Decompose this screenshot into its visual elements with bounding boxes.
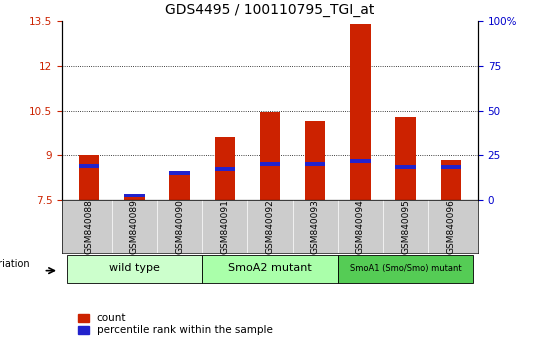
Legend: count, percentile rank within the sample: count, percentile rank within the sample — [78, 313, 273, 335]
Text: GSM840088: GSM840088 — [85, 199, 94, 254]
Bar — [441, 165, 461, 169]
Bar — [124, 195, 145, 200]
Text: GSM840089: GSM840089 — [130, 199, 139, 254]
Bar — [124, 194, 145, 198]
Bar — [395, 116, 416, 200]
Text: GSM840094: GSM840094 — [356, 199, 365, 254]
Bar — [441, 160, 461, 200]
Text: GSM840093: GSM840093 — [310, 199, 320, 254]
Bar — [170, 172, 190, 200]
Bar — [214, 137, 235, 200]
Text: GSM840095: GSM840095 — [401, 199, 410, 254]
Bar — [305, 162, 326, 166]
Text: GSM840091: GSM840091 — [220, 199, 230, 254]
FancyBboxPatch shape — [338, 255, 474, 283]
Bar — [214, 167, 235, 171]
Bar — [79, 164, 99, 168]
Text: GSM840092: GSM840092 — [266, 199, 274, 254]
Bar — [350, 24, 370, 200]
Bar — [395, 165, 416, 169]
Text: GSM840090: GSM840090 — [175, 199, 184, 254]
Title: GDS4495 / 100110795_TGI_at: GDS4495 / 100110795_TGI_at — [165, 4, 375, 17]
Text: SmoA2 mutant: SmoA2 mutant — [228, 263, 312, 273]
Bar — [260, 112, 280, 200]
Text: wild type: wild type — [109, 263, 160, 273]
Bar — [305, 121, 326, 200]
Text: SmoA1 (Smo/Smo) mutant: SmoA1 (Smo/Smo) mutant — [350, 264, 461, 273]
FancyBboxPatch shape — [202, 255, 338, 283]
FancyBboxPatch shape — [66, 255, 202, 283]
Text: genotype/variation: genotype/variation — [0, 259, 30, 269]
Bar — [260, 162, 280, 166]
Bar — [170, 171, 190, 175]
Bar — [79, 155, 99, 200]
Bar — [350, 159, 370, 163]
Text: GSM840096: GSM840096 — [446, 199, 455, 254]
